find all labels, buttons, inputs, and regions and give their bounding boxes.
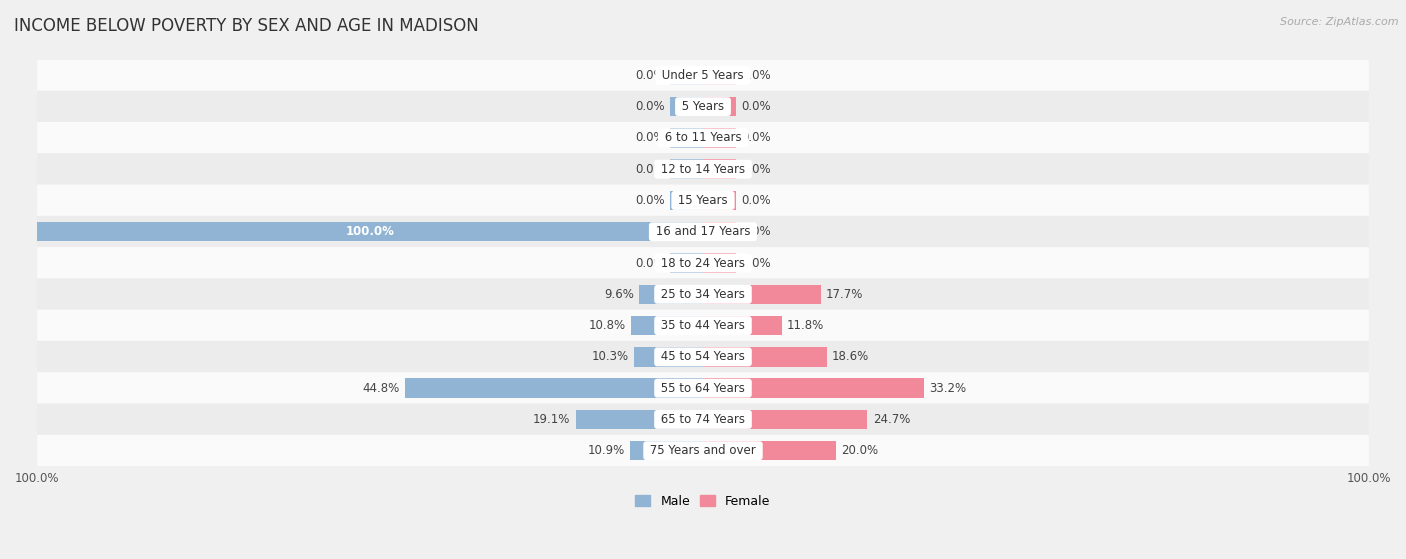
Bar [703, 222, 737, 241]
FancyBboxPatch shape [37, 153, 1369, 185]
Bar [669, 191, 703, 210]
Bar [669, 253, 703, 273]
Text: 9.6%: 9.6% [605, 288, 634, 301]
Text: 19.1%: 19.1% [533, 413, 571, 426]
Text: Source: ZipAtlas.com: Source: ZipAtlas.com [1281, 17, 1399, 27]
Bar [703, 378, 924, 398]
Bar [703, 253, 737, 273]
FancyBboxPatch shape [37, 122, 1369, 154]
Bar [37, 222, 703, 241]
Text: 16 and 17 Years: 16 and 17 Years [652, 225, 754, 238]
Text: 0.0%: 0.0% [741, 100, 772, 113]
Text: 6 to 11 Years: 6 to 11 Years [661, 131, 745, 144]
Text: 24.7%: 24.7% [873, 413, 910, 426]
Bar [640, 285, 703, 304]
Bar [631, 316, 703, 335]
Text: 44.8%: 44.8% [363, 382, 399, 395]
FancyBboxPatch shape [37, 278, 1369, 310]
Text: 33.2%: 33.2% [929, 382, 966, 395]
Text: 0.0%: 0.0% [634, 69, 665, 82]
FancyBboxPatch shape [37, 91, 1369, 122]
Bar [669, 65, 703, 85]
Bar [703, 128, 737, 148]
Text: 0.0%: 0.0% [741, 69, 772, 82]
Text: 0.0%: 0.0% [634, 163, 665, 176]
Text: 5 Years: 5 Years [678, 100, 728, 113]
Bar [703, 316, 782, 335]
Bar [630, 441, 703, 461]
Text: 11.8%: 11.8% [787, 319, 824, 332]
Bar [634, 347, 703, 367]
FancyBboxPatch shape [37, 247, 1369, 279]
Text: 15 Years: 15 Years [675, 194, 731, 207]
Text: 75 Years and over: 75 Years and over [647, 444, 759, 457]
FancyBboxPatch shape [37, 310, 1369, 342]
Text: 0.0%: 0.0% [634, 257, 665, 269]
Text: 18.6%: 18.6% [832, 350, 869, 363]
Bar [703, 441, 837, 461]
Bar [703, 159, 737, 179]
Bar [703, 347, 827, 367]
Text: 55 to 64 Years: 55 to 64 Years [657, 382, 749, 395]
Bar [703, 410, 868, 429]
Text: 100.0%: 100.0% [346, 225, 395, 238]
Text: 17.7%: 17.7% [827, 288, 863, 301]
Text: 12 to 14 Years: 12 to 14 Years [657, 163, 749, 176]
Text: 0.0%: 0.0% [741, 225, 772, 238]
Text: 45 to 54 Years: 45 to 54 Years [657, 350, 749, 363]
FancyBboxPatch shape [37, 216, 1369, 248]
Bar [669, 159, 703, 179]
Text: 65 to 74 Years: 65 to 74 Years [657, 413, 749, 426]
Bar [669, 97, 703, 116]
Text: 10.9%: 10.9% [588, 444, 626, 457]
Text: INCOME BELOW POVERTY BY SEX AND AGE IN MADISON: INCOME BELOW POVERTY BY SEX AND AGE IN M… [14, 17, 479, 35]
Text: 35 to 44 Years: 35 to 44 Years [657, 319, 749, 332]
Text: 25 to 34 Years: 25 to 34 Years [657, 288, 749, 301]
Bar [703, 191, 737, 210]
Bar [703, 285, 821, 304]
FancyBboxPatch shape [37, 372, 1369, 404]
Text: 0.0%: 0.0% [741, 257, 772, 269]
Text: 0.0%: 0.0% [634, 194, 665, 207]
Text: 0.0%: 0.0% [634, 100, 665, 113]
FancyBboxPatch shape [37, 59, 1369, 91]
FancyBboxPatch shape [37, 341, 1369, 373]
Bar [703, 97, 737, 116]
Text: 0.0%: 0.0% [741, 194, 772, 207]
Text: 0.0%: 0.0% [741, 131, 772, 144]
FancyBboxPatch shape [37, 184, 1369, 216]
FancyBboxPatch shape [37, 435, 1369, 467]
Bar [405, 378, 703, 398]
Bar [703, 65, 737, 85]
FancyBboxPatch shape [37, 404, 1369, 435]
Legend: Male, Female: Male, Female [630, 490, 776, 513]
Bar [576, 410, 703, 429]
Bar [669, 128, 703, 148]
Text: 20.0%: 20.0% [841, 444, 879, 457]
Text: 18 to 24 Years: 18 to 24 Years [657, 257, 749, 269]
Text: 0.0%: 0.0% [741, 163, 772, 176]
Text: Under 5 Years: Under 5 Years [658, 69, 748, 82]
Text: 0.0%: 0.0% [634, 131, 665, 144]
Text: 10.3%: 10.3% [592, 350, 628, 363]
Text: 10.8%: 10.8% [589, 319, 626, 332]
